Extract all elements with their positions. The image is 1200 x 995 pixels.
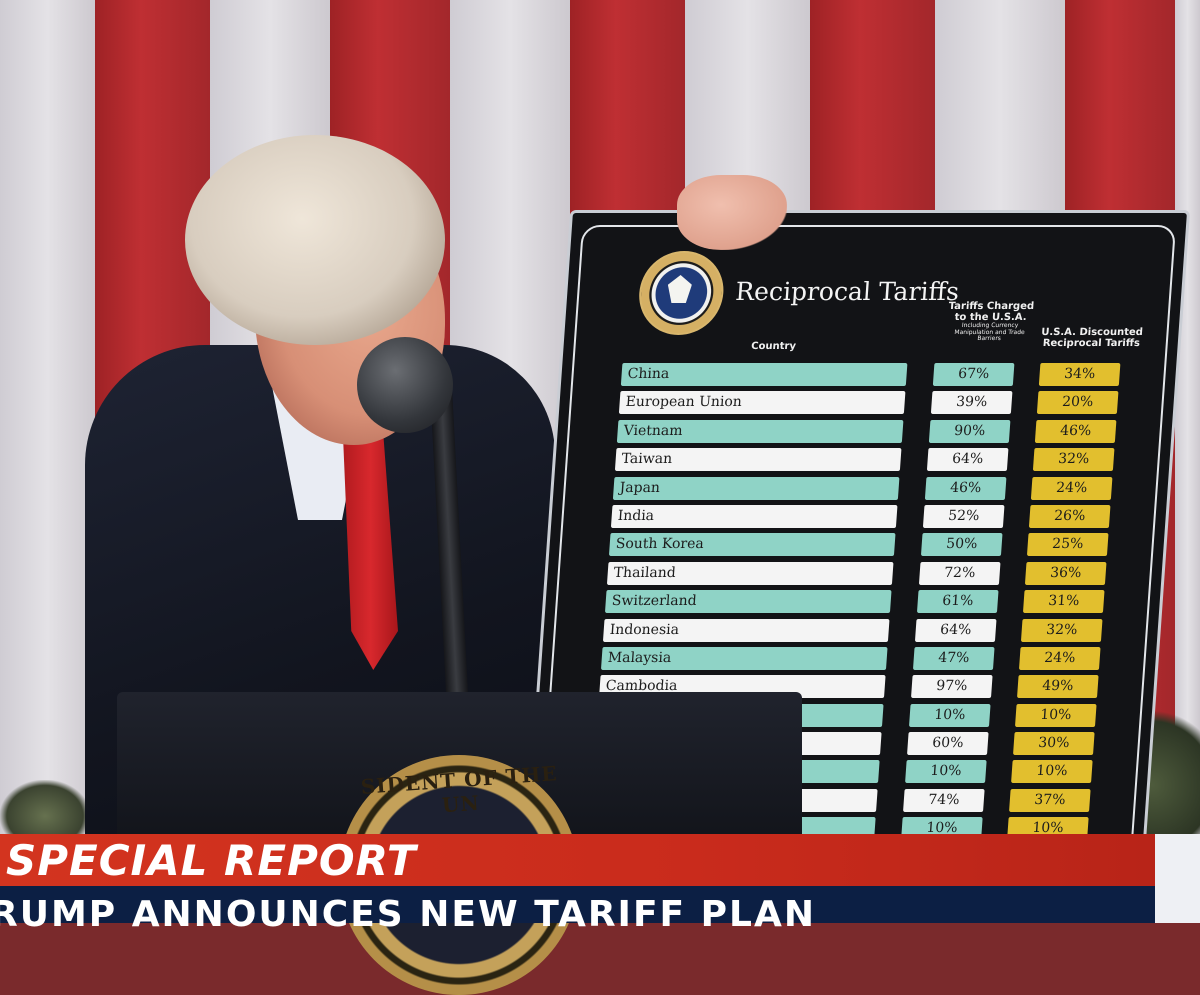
- discounted-cell: 25%: [1026, 533, 1109, 557]
- banner-side-panel: [1155, 834, 1200, 923]
- board-title: Reciprocal Tariffs: [734, 277, 961, 306]
- column-header-charged: Tariffs Charged to the U.S.A. Including …: [944, 301, 1037, 343]
- discounted-cell: 24%: [1030, 476, 1113, 500]
- microphone-icon: [357, 337, 453, 433]
- country-cell: South Korea: [608, 533, 896, 557]
- table-row: Indonesia 64% 32%: [602, 617, 1145, 645]
- country-cell: Switzerland: [604, 590, 892, 614]
- country-cell: India: [610, 504, 898, 528]
- hand: [677, 175, 787, 250]
- shrub-left: [0, 780, 90, 840]
- column-header-discounted: U.S.A. Discounted Reciprocal Tariffs: [1040, 327, 1144, 349]
- country-cell: Indonesia: [602, 618, 890, 642]
- column-header-charged-label: Tariffs Charged to the U.S.A.: [948, 301, 1035, 323]
- table-row: South Korea 50% 25%: [608, 531, 1151, 559]
- discounted-cell: 32%: [1032, 448, 1115, 472]
- discounted-cell: 36%: [1024, 561, 1107, 585]
- discounted-cell: 49%: [1016, 675, 1099, 699]
- table-row: China 67% 34%: [620, 361, 1163, 389]
- country-cell: Vietnam: [616, 419, 904, 443]
- discounted-cell: 30%: [1013, 732, 1095, 756]
- discounted-cell: 20%: [1036, 391, 1119, 415]
- discounted-cell: 26%: [1028, 504, 1111, 528]
- charged-cell: 64%: [914, 618, 997, 642]
- country-cell: Thailand: [606, 561, 894, 585]
- charged-cell: 97%: [910, 675, 993, 699]
- table-row: India 52% 26%: [610, 503, 1153, 531]
- charged-cell: 39%: [930, 391, 1013, 415]
- country-cell: Taiwan: [614, 448, 902, 472]
- charged-cell: 46%: [924, 476, 1007, 500]
- table-row: Vietnam 90% 46%: [616, 418, 1159, 446]
- discounted-cell: 10%: [1011, 760, 1093, 784]
- charged-cell: 67%: [932, 363, 1015, 386]
- table-row: Thailand 72% 36%: [606, 560, 1149, 588]
- table-row: European Union 39% 20%: [618, 389, 1161, 417]
- charged-cell: 10%: [908, 703, 991, 727]
- hair: [185, 135, 445, 345]
- country-cell: Malaysia: [600, 646, 888, 670]
- ticker-headline: RUMP ANNOUNCES NEW TARIFF PLAN: [0, 894, 816, 935]
- banner-label: SPECIAL REPORT: [6, 836, 417, 885]
- charged-cell: 90%: [928, 419, 1011, 443]
- table-row: Switzerland 61% 31%: [604, 588, 1147, 616]
- discounted-cell: 37%: [1009, 788, 1091, 812]
- charged-cell: 60%: [907, 732, 989, 756]
- special-report-banner: [0, 834, 1155, 886]
- column-header-country: Country: [750, 341, 797, 352]
- table-row: Japan 46% 24%: [612, 475, 1155, 503]
- charged-cell: 52%: [922, 504, 1005, 528]
- country-cell: European Union: [618, 391, 906, 415]
- table-row: Taiwan 64% 32%: [614, 446, 1157, 474]
- discounted-cell: 10%: [1014, 703, 1097, 727]
- discounted-cell: 34%: [1038, 363, 1121, 386]
- charged-cell: 10%: [905, 760, 987, 784]
- charged-cell: 47%: [912, 646, 995, 670]
- discounted-cell: 24%: [1018, 646, 1101, 670]
- discounted-cell: 31%: [1022, 590, 1105, 614]
- discounted-cell: 46%: [1034, 419, 1117, 443]
- news-ticker: [0, 886, 1155, 923]
- charged-cell: 50%: [920, 533, 1003, 557]
- column-header-charged-note: Including Currency Manipulation and Trad…: [954, 322, 1025, 343]
- charged-cell: 72%: [918, 561, 1001, 585]
- table-row: Malaysia 47% 24%: [600, 645, 1143, 673]
- country-cell: Japan: [612, 476, 900, 500]
- charged-cell: 61%: [916, 590, 999, 614]
- charged-cell: 64%: [926, 448, 1009, 472]
- charged-cell: 74%: [903, 788, 985, 812]
- country-cell: China: [620, 363, 908, 386]
- discounted-cell: 32%: [1020, 618, 1103, 642]
